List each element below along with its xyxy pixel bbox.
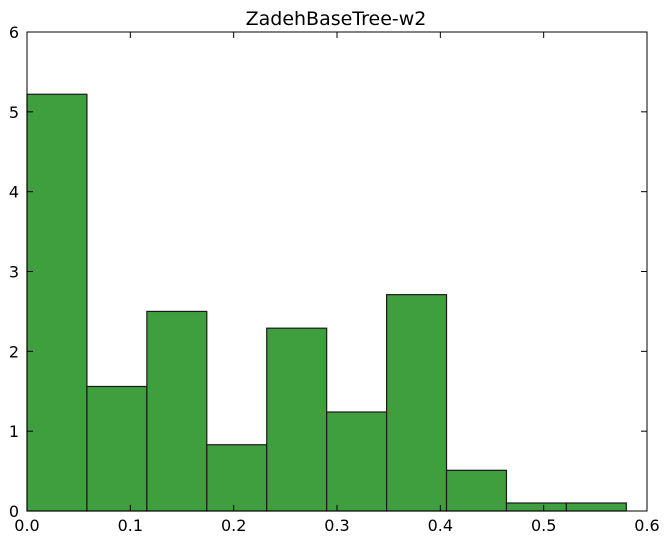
x-tick-label: 0.4	[428, 516, 453, 535]
histogram-bar-3	[146, 310, 208, 512]
x-tick-label: 0.5	[531, 516, 556, 535]
chart-title: ZadehBaseTree-w2	[246, 8, 427, 30]
y-tick-label: 5	[9, 103, 19, 122]
x-tick-label: 0.1	[118, 516, 143, 535]
histogram-bar-2	[86, 385, 148, 512]
x-tick-label: 0.3	[324, 516, 349, 535]
y-tick-label: 1	[9, 422, 19, 441]
histogram-bar-9	[505, 502, 568, 512]
bars-group	[26, 93, 627, 512]
histogram-bar-1	[26, 93, 88, 512]
y-tick-label: 3	[9, 263, 19, 282]
histogram-bar-6	[326, 411, 388, 512]
y-tick-label: 4	[9, 183, 19, 202]
y-tick-label: 0	[9, 502, 19, 521]
x-tick-label: 0.6	[634, 516, 659, 535]
histogram-bar-5	[266, 327, 328, 512]
plot-frame	[26, 31, 648, 512]
histogram-bar-7	[386, 294, 448, 512]
x-tick-label: 0.0	[14, 516, 39, 535]
y-tick-label: 6	[9, 23, 19, 42]
histogram-bar-4	[206, 444, 268, 512]
histogram-bar-8	[445, 469, 508, 512]
histogram-bar-10	[565, 502, 627, 512]
x-tick-label: 0.2	[221, 516, 246, 535]
y-tick-label: 2	[9, 342, 19, 361]
